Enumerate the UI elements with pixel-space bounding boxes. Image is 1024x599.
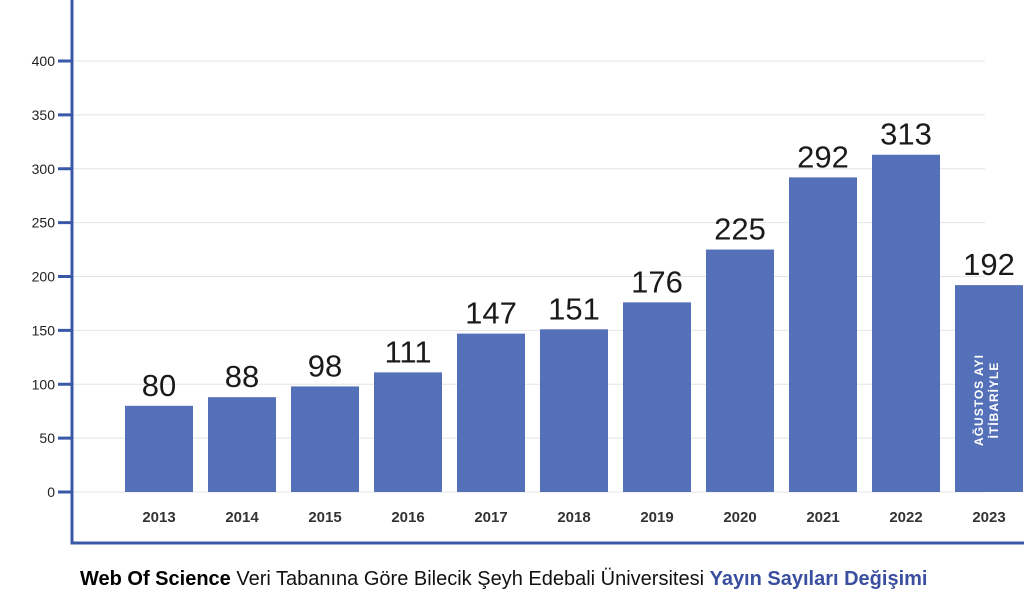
x-tick-label-2013: 2013 xyxy=(142,509,175,526)
value-label-2015: 98 xyxy=(308,348,342,383)
y-tick-label-200: 200 xyxy=(32,269,56,285)
x-tick-label-2020: 2020 xyxy=(723,509,756,526)
y-tick-label-300: 300 xyxy=(32,161,56,177)
bar-annotation-line-1: AĞUSTOS AYI xyxy=(971,354,986,446)
y-tick-label-150: 150 xyxy=(32,322,56,338)
x-tick-label-2021: 2021 xyxy=(806,509,839,526)
y-tick-label-400: 400 xyxy=(32,53,56,69)
x-tick-label-2018: 2018 xyxy=(557,509,590,526)
bar-2016 xyxy=(374,372,442,492)
bar-annotation-line-2: İTİBARİYLE xyxy=(986,362,1001,439)
y-tick-label-50: 50 xyxy=(39,430,55,446)
value-label-2019: 176 xyxy=(631,264,683,299)
x-tick-label-2016: 2016 xyxy=(391,509,424,526)
value-label-2020: 225 xyxy=(714,212,766,247)
bar-2023 xyxy=(955,285,1023,492)
value-label-2014: 88 xyxy=(225,359,259,394)
bar-2021 xyxy=(789,177,857,492)
caption-title: Yayın Sayıları Değişimi xyxy=(709,568,928,590)
caption-middle: Veri Tabanına Göre Bilecik Şeyh Edebali … xyxy=(230,568,710,590)
value-label-2018: 151 xyxy=(548,291,600,326)
value-label-2013: 80 xyxy=(142,368,176,403)
bar-2022 xyxy=(872,154,940,492)
value-label-2023: 192 xyxy=(963,247,1015,282)
value-label-2021: 292 xyxy=(797,139,849,174)
bar-2013 xyxy=(125,405,193,492)
x-tick-label-2015: 2015 xyxy=(308,509,341,526)
y-tick-label-100: 100 xyxy=(32,376,56,392)
bar-2018 xyxy=(540,329,608,492)
value-label-2017: 147 xyxy=(465,296,517,331)
x-tick-label-2022: 2022 xyxy=(889,509,922,526)
caption-source: Web Of Science xyxy=(80,568,231,590)
bar-2020 xyxy=(706,249,774,492)
bar-chart: 0 50 100 150 200 250 300 350 400 80 2013 88 2014 98 20… xyxy=(32,0,1024,545)
y-tick-label-250: 250 xyxy=(32,215,56,231)
x-tick-label-2019: 2019 xyxy=(640,509,673,526)
bars xyxy=(125,154,1023,492)
bar-2014 xyxy=(208,397,276,492)
bar-2015 xyxy=(291,386,359,492)
labels: 0 50 100 150 200 250 300 350 400 80 2013 88 2014 98 20… xyxy=(32,53,1015,526)
x-tick-label-2014: 2014 xyxy=(225,509,259,526)
x-tick-label-2023: 2023 xyxy=(972,509,1005,526)
y-tick-label-350: 350 xyxy=(32,107,56,123)
bar-2017 xyxy=(457,333,525,492)
chart-caption: Web Of Science Veri Tabanına Göre Bileci… xyxy=(80,568,1024,591)
bar-2019 xyxy=(623,302,691,492)
axes xyxy=(58,0,1024,545)
value-label-2022: 313 xyxy=(880,117,932,152)
value-label-2016: 111 xyxy=(384,334,431,369)
x-tick-label-2017: 2017 xyxy=(474,509,507,526)
y-tick-label-0: 0 xyxy=(47,484,55,500)
